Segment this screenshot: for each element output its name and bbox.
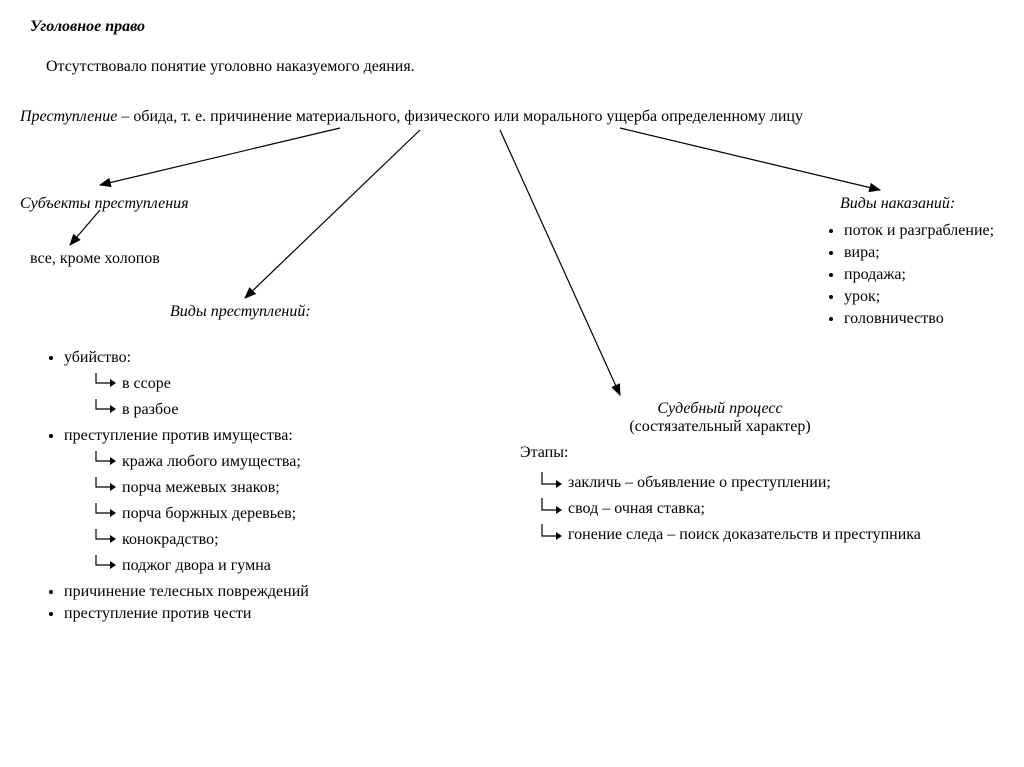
crime-item-property-label: преступление против имущества: [64, 427, 293, 444]
trial-block-header: Судебный процесс (состязательный характе… [560, 400, 880, 436]
crime-item-honor: преступление против чести [64, 605, 480, 623]
punishments-list: поток и разграбление; вира; продажа; уро… [820, 218, 1020, 332]
property-sub-2-text: порча межевых знаков; [122, 479, 280, 496]
trial-stages-list: закличь – объявление о преступлении; сво… [530, 466, 950, 552]
elbow-arrow-icon [94, 501, 118, 521]
trial-stage-1-text: закличь – объявление о преступлении; [568, 474, 831, 491]
punishment-4: урок; [844, 288, 1020, 306]
punishment-3: продажа; [844, 266, 1020, 284]
property-sub-1-text: кража любого имущества; [122, 453, 301, 470]
punishment-2: вира; [844, 244, 1020, 262]
crime-item-murder-label: убийство: [64, 349, 131, 366]
property-sub-2: порча межевых знаков; [94, 479, 480, 497]
trial-subheading: (состязательный характер) [560, 418, 880, 436]
trial-heading: Судебный процесс [560, 400, 880, 418]
elbow-arrow-icon [94, 475, 118, 495]
crime-types-heading: Виды преступлений: [170, 303, 311, 321]
property-sub-3: порча боржных деревьев; [94, 505, 480, 523]
crime-item-property: преступление против имущества: кража люб… [64, 427, 480, 575]
murder-sub-1: в ссоре [94, 375, 480, 393]
murder-sub-2: в разбое [94, 401, 480, 419]
trial-stage-1: закличь – объявление о преступлении; [540, 474, 950, 492]
subjects-heading: Субъекты преступления [20, 195, 189, 213]
property-sub-1: кража любого имущества; [94, 453, 480, 471]
crime-item-murder: убийство: в ссоре в разбое [64, 349, 480, 419]
murder-sub-2-text: в разбое [122, 401, 178, 418]
trial-stage-3: гонение следа – поиск доказательств и пр… [540, 526, 950, 544]
elbow-arrow-icon [540, 470, 564, 494]
punishments-heading: Виды наказаний: [840, 195, 955, 213]
elbow-arrow-icon [94, 527, 118, 547]
elbow-arrow-icon [540, 522, 564, 546]
trial-stage-3-text: гонение следа – поиск доказательств и пр… [568, 526, 921, 543]
elbow-arrow-icon [94, 449, 118, 469]
trial-stage-2-text: свод – очная ставка; [568, 500, 705, 517]
property-sub-5-text: поджог двора и гумна [122, 557, 271, 574]
crime-item-bodily: причинение телесных повреждений [64, 583, 480, 601]
intro-text: Отсутствовало понятие уголовно наказуемо… [46, 58, 415, 76]
punishment-1: поток и разграбление; [844, 222, 1020, 240]
property-sub-4-text: конокрадство; [122, 531, 219, 548]
property-sub-3-text: порча боржных деревьев; [122, 505, 296, 522]
murder-sub-1-text: в ссоре [122, 375, 171, 392]
elbow-arrow-icon [540, 496, 564, 520]
subjects-value: все, кроме холопов [30, 250, 160, 268]
elbow-arrow-icon [94, 397, 118, 417]
elbow-arrow-icon [94, 553, 118, 573]
definition-label: Преступление [20, 108, 117, 125]
trial-stage-2: свод – очная ставка; [540, 500, 950, 518]
page-title: Уголовное право [30, 18, 145, 36]
trial-stages-label: Этапы: [520, 444, 568, 462]
crime-types-list: убийство: в ссоре в разбое преступление … [40, 345, 480, 627]
punishment-5: головничество [844, 310, 1020, 328]
definition-text: – обида, т. е. причинение материального,… [117, 108, 803, 125]
definition-line: Преступление – обида, т. е. причинение м… [20, 108, 1020, 126]
property-sub-4: конокрадство; [94, 531, 480, 549]
property-sub-5: поджог двора и гумна [94, 557, 480, 575]
elbow-arrow-icon [94, 371, 118, 391]
